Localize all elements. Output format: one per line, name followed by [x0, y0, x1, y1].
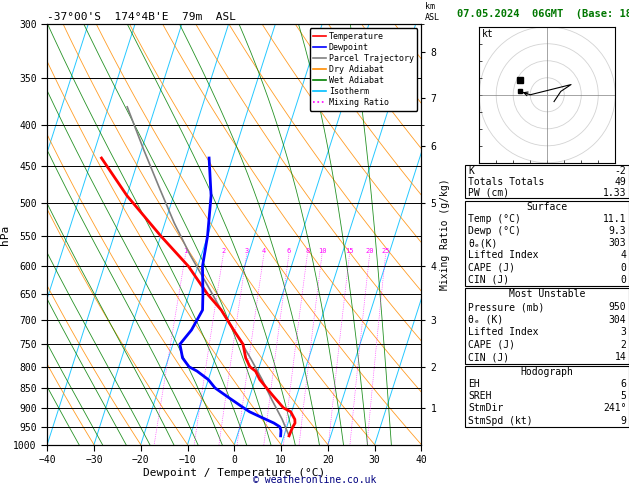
- Text: Lifted Index: Lifted Index: [468, 327, 538, 337]
- Text: PW (cm): PW (cm): [468, 188, 509, 198]
- Text: 20: 20: [365, 248, 374, 255]
- Text: CIN (J): CIN (J): [468, 352, 509, 362]
- Text: 49: 49: [615, 177, 626, 187]
- Text: Dewp (°C): Dewp (°C): [468, 226, 521, 236]
- Text: 2: 2: [621, 340, 626, 350]
- Text: K: K: [468, 166, 474, 176]
- Text: 3: 3: [621, 327, 626, 337]
- Text: 07.05.2024  06GMT  (Base: 18): 07.05.2024 06GMT (Base: 18): [457, 9, 629, 19]
- Text: θₑ(K): θₑ(K): [468, 238, 498, 248]
- Text: Surface: Surface: [526, 202, 568, 212]
- Text: 25: 25: [381, 248, 390, 255]
- Text: -37°00'S  174°4B'E  79m  ASL: -37°00'S 174°4B'E 79m ASL: [47, 12, 236, 22]
- Y-axis label: hPa: hPa: [1, 225, 11, 244]
- X-axis label: Dewpoint / Temperature (°C): Dewpoint / Temperature (°C): [143, 468, 325, 478]
- Text: km
ASL: km ASL: [425, 2, 440, 22]
- Text: 241°: 241°: [603, 403, 626, 414]
- Text: CAPE (J): CAPE (J): [468, 340, 515, 350]
- Text: StmSpd (kt): StmSpd (kt): [468, 416, 533, 426]
- Text: 1: 1: [184, 248, 187, 255]
- Text: θₑ (K): θₑ (K): [468, 314, 503, 325]
- Text: CAPE (J): CAPE (J): [468, 262, 515, 273]
- Legend: Temperature, Dewpoint, Parcel Trajectory, Dry Adiabat, Wet Adiabat, Isotherm, Mi: Temperature, Dewpoint, Parcel Trajectory…: [309, 29, 417, 111]
- Text: 0: 0: [621, 262, 626, 273]
- Text: Lifted Index: Lifted Index: [468, 250, 538, 260]
- Text: 8: 8: [305, 248, 309, 255]
- Text: 303: 303: [609, 238, 626, 248]
- Text: 14: 14: [615, 352, 626, 362]
- Text: 15: 15: [345, 248, 353, 255]
- Text: 5: 5: [621, 391, 626, 401]
- Text: SREH: SREH: [468, 391, 491, 401]
- Text: 6: 6: [287, 248, 291, 255]
- Text: -2: -2: [615, 166, 626, 176]
- Text: 9: 9: [621, 416, 626, 426]
- Text: kt: kt: [482, 30, 494, 39]
- Text: 10: 10: [318, 248, 326, 255]
- Text: 0: 0: [621, 275, 626, 285]
- Text: Temp (°C): Temp (°C): [468, 214, 521, 224]
- Text: 4: 4: [262, 248, 266, 255]
- Text: © weatheronline.co.uk: © weatheronline.co.uk: [253, 475, 376, 485]
- Text: 4: 4: [621, 250, 626, 260]
- Text: 1.33: 1.33: [603, 188, 626, 198]
- Text: 11.1: 11.1: [603, 214, 626, 224]
- Text: StmDir: StmDir: [468, 403, 503, 414]
- Text: Totals Totals: Totals Totals: [468, 177, 544, 187]
- Text: 3: 3: [245, 248, 248, 255]
- Text: Pressure (mb): Pressure (mb): [468, 302, 544, 312]
- Text: 950: 950: [609, 302, 626, 312]
- Text: 2: 2: [221, 248, 225, 255]
- Text: 9.3: 9.3: [609, 226, 626, 236]
- Text: 6: 6: [621, 379, 626, 389]
- Text: EH: EH: [468, 379, 480, 389]
- Text: Most Unstable: Most Unstable: [509, 290, 586, 299]
- Text: CIN (J): CIN (J): [468, 275, 509, 285]
- Text: 304: 304: [609, 314, 626, 325]
- Text: Hodograph: Hodograph: [521, 367, 574, 377]
- Y-axis label: Mixing Ratio (g/kg): Mixing Ratio (g/kg): [440, 179, 450, 290]
